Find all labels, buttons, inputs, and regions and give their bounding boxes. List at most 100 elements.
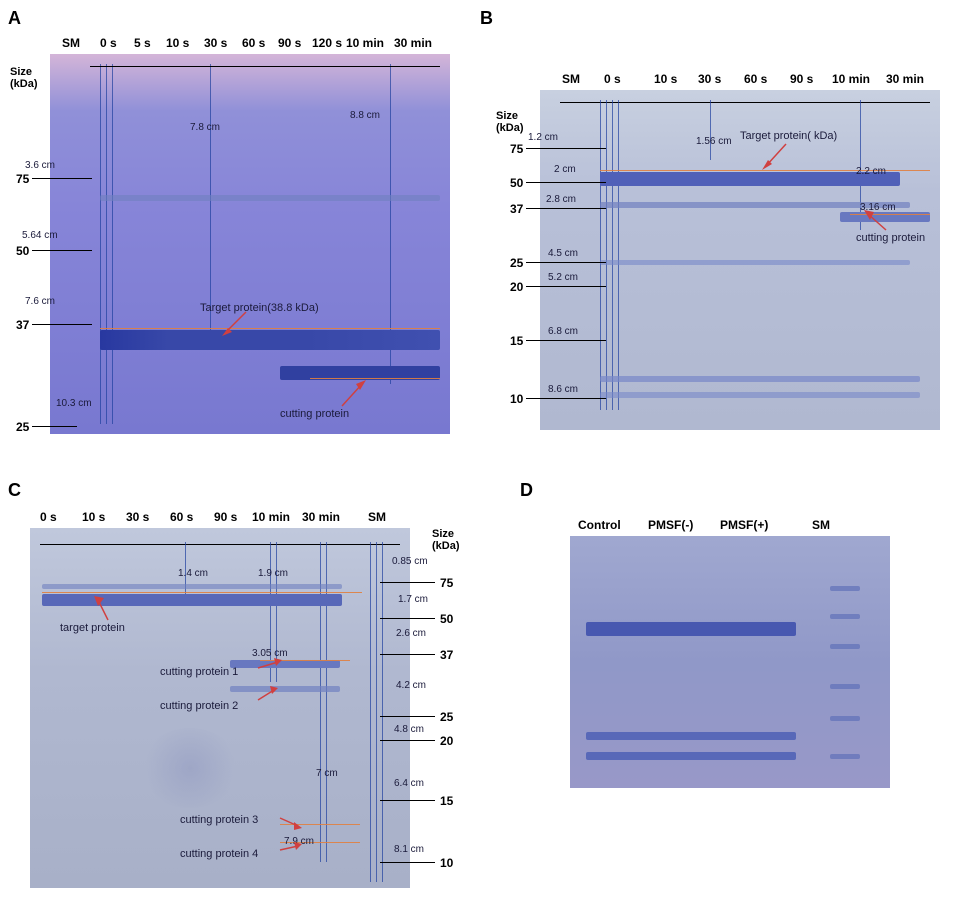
faint-band [100,195,440,201]
vline [112,64,113,424]
marker-line [526,208,606,209]
marker-line [32,324,92,325]
panel-a-label: A [8,8,21,29]
orange-line [850,214,930,215]
sm-band [830,716,860,721]
annotation: cutting protein 2 [160,700,238,712]
measure: 4.2 cm [396,680,426,691]
lane-label: 10 s [166,36,189,50]
orange-line [100,328,440,329]
marker: 37 [510,202,523,216]
lane-label: 30 s [204,36,227,50]
arrow-icon [760,142,790,172]
marker: 20 [440,734,453,748]
hline [560,102,930,103]
marker-line [380,862,435,863]
lane-label: 90 s [278,36,301,50]
marker-line [526,398,606,399]
target-annotation: Target protein(38.8 kDa) [200,302,319,314]
panel-d-gel [570,536,890,788]
measure: 3.6 cm [25,160,55,171]
lane-label: SM [562,72,580,86]
lane-label: 60 s [242,36,265,50]
arrow-icon [220,310,250,338]
lane-label: PMSF(+) [720,518,768,532]
vline [612,100,613,410]
vline [376,542,377,882]
marker-line [380,618,435,619]
measure: 7.6 cm [25,296,55,307]
marker: 75 [440,576,453,590]
lane-label: 30 s [126,510,149,524]
lane-label: 30 min [302,510,340,524]
measure: 2 cm [554,164,576,175]
lane-label: Control [578,518,621,532]
marker-line [32,426,77,427]
arrow-icon [864,210,890,234]
vline [320,542,321,862]
lane-label: 90 s [790,72,813,86]
marker-line [380,740,435,741]
measure: 8.1 cm [394,844,424,855]
lane-label: SM [368,510,386,524]
lane-label: 60 s [744,72,767,86]
lane-label: 0 s [100,36,117,50]
sm-band [830,684,860,689]
marker: 25 [510,256,523,270]
measure: 1.7 cm [398,594,428,605]
band [230,660,340,668]
band [586,622,796,636]
lane-label: 120 s [312,36,342,50]
marker: 20 [510,280,523,294]
marker: 15 [440,794,453,808]
annotation: cutting protein 1 [160,666,238,678]
marker-line [526,286,606,287]
vline [618,100,619,410]
arrow-icon [340,378,370,408]
sm-band [830,754,860,759]
hline [40,544,400,545]
lane-label: 5 s [134,36,151,50]
target-annotation: Target protein( kDa) [740,130,837,142]
marker-line [526,148,606,149]
vline [382,542,383,882]
hline [90,66,440,67]
marker-line [32,178,92,179]
band [586,752,796,760]
marker: 15 [510,334,523,348]
panel-c-size-header: Size (kDa) [432,528,460,552]
vline [100,64,101,424]
measure: 7.8 cm [190,122,220,133]
vline [106,64,107,424]
measure: 8.8 cm [350,110,380,121]
panel-d-label: D [520,480,533,501]
lane-label: PMSF(-) [648,518,693,532]
marker-line [380,582,435,583]
panel-a-gel [50,54,450,434]
lane-label: 30 min [394,36,432,50]
marker: 10 [440,856,453,870]
annotation: target protein [60,622,125,634]
band [230,686,340,692]
marker-37: 37 [16,318,29,332]
vline [326,542,327,862]
measure: 7 cm [316,768,338,779]
target-band [42,594,342,606]
sm-band [830,614,860,619]
marker-line [526,182,606,183]
orange-line [42,592,362,593]
vline [600,100,601,410]
measure: 5.64 cm [22,230,58,241]
vline [370,542,371,882]
marker-25: 25 [16,420,29,434]
band [586,732,796,740]
lane-label: 30 s [698,72,721,86]
lane-label: 90 s [214,510,237,524]
band [600,376,920,382]
marker: 25 [440,710,453,724]
marker: 75 [510,142,523,156]
arrow-icon [256,658,284,672]
lane-label: 10 s [654,72,677,86]
measure: 1.2 cm [528,132,558,143]
band [600,260,910,265]
